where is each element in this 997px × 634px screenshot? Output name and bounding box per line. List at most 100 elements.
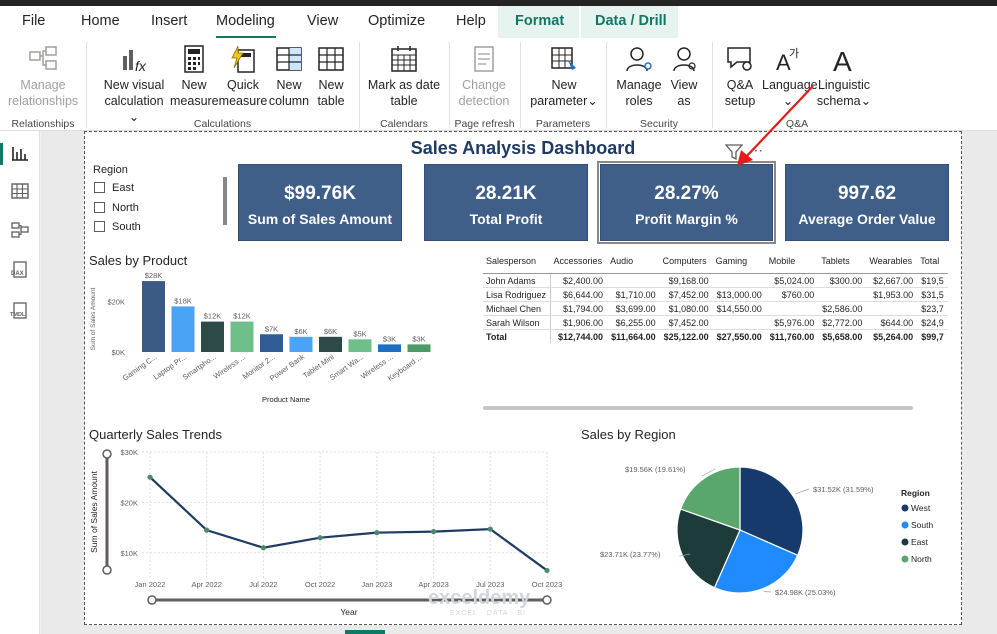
col-header[interactable]: Accessories (550, 253, 608, 274)
col-header[interactable]: Salesperson (483, 253, 551, 274)
linguistic-schema-button[interactable]: A Linguistic schema⌄ (814, 44, 874, 109)
quick-measure-button[interactable]: Quick measure (218, 44, 268, 109)
slider-handle[interactable] (542, 595, 552, 605)
bar[interactable] (289, 336, 313, 352)
kpi-card-profit[interactable]: 28.21K Total Profit (424, 164, 588, 241)
checkbox[interactable] (94, 202, 105, 213)
menu-data-drill[interactable]: Data / Drill (595, 13, 667, 29)
slicer-option-north[interactable]: North (94, 202, 139, 214)
kpi-card-avg-order[interactable]: 997.62 Average Order Value (785, 164, 949, 241)
pie-slice[interactable] (676, 508, 741, 589)
salesperson-matrix[interactable]: Salesperson Accessories Audio Computers … (483, 253, 948, 343)
bar[interactable] (319, 336, 342, 352)
data-point[interactable] (544, 567, 550, 574)
legend-item[interactable]: South (911, 520, 933, 530)
bar[interactable] (142, 281, 165, 352)
new-table-button[interactable]: New table (310, 44, 352, 109)
model-view-icon[interactable] (10, 220, 30, 240)
series-line[interactable] (149, 476, 548, 572)
change-detection-icon (474, 46, 494, 72)
kpi-card-sales[interactable]: $99.76K Sum of Sales Amount (238, 164, 402, 241)
slider-handle[interactable] (102, 565, 112, 575)
data-point[interactable] (204, 527, 210, 533)
col-header[interactable]: Gaming (712, 253, 766, 274)
checkbox[interactable] (94, 182, 105, 193)
table-row[interactable]: John Adams $2,400.00 $9,168.00 $5,024.00 $30… (483, 273, 948, 288)
menu-help[interactable]: Help (456, 13, 486, 29)
slicer-resize-handle[interactable] (223, 177, 227, 225)
menu-optimize[interactable]: Optimize (368, 13, 426, 29)
bar[interactable] (407, 344, 431, 352)
col-header[interactable]: Wearables (866, 253, 918, 274)
qa-setup-label-2: setup (724, 94, 756, 108)
data-point[interactable] (147, 474, 153, 480)
data-point[interactable] (430, 529, 437, 535)
col-header[interactable]: Total (917, 253, 948, 274)
slicer-option-south[interactable]: South (94, 221, 141, 233)
data-point[interactable] (260, 545, 267, 551)
new-parameter-button[interactable]: New parameter⌄ (526, 44, 602, 109)
col-header[interactable]: Tablets (818, 253, 867, 274)
manage-roles-button[interactable]: Manage roles (614, 44, 664, 109)
new-visual-calc-label-2: calculation ⌄ (100, 93, 168, 125)
more-options-icon[interactable]: ⋯ (749, 142, 763, 158)
table-cell: $24,9 (917, 315, 948, 330)
pie-slice[interactable] (679, 466, 741, 531)
slider-handle[interactable] (147, 595, 157, 605)
table-row[interactable]: Michael Chen $1,794.00 $3,699.00 $1,080.00 $… (483, 301, 948, 316)
legend-item[interactable]: East (911, 537, 929, 547)
kpi-card-profit-margin[interactable]: 28.27% Profit Margin % (597, 161, 776, 244)
new-column-button[interactable]: New column (268, 44, 310, 109)
sales-by-product-chart[interactable]: Sum of Sales Amount $0K $20K $28K Gaming C..… (85, 271, 465, 416)
manage-relationships-button[interactable]: Manage relationships (8, 44, 78, 109)
bar[interactable] (260, 334, 283, 352)
table-row[interactable]: Lisa Rodriguez $6,644.00 $1,710.00 $7,452.0… (483, 287, 948, 302)
bar[interactable] (171, 306, 195, 352)
tmdl-view-icon[interactable]: TMDL (10, 301, 30, 321)
checkbox[interactable] (94, 221, 105, 232)
view-as-button[interactable]: View as (664, 44, 704, 109)
slicer-option-east[interactable]: East (94, 182, 134, 194)
bar[interactable] (378, 344, 401, 352)
quarterly-sales-chart[interactable]: $10K $20K $30K Jan 2022 Apr 2022 Jul 2022 Oct … (85, 442, 565, 622)
new-visual-calculation-button[interactable]: fx New visual calculation ⌄ (100, 44, 168, 125)
mark-as-date-table-button[interactable]: Mark as date table (365, 44, 443, 109)
col-header[interactable]: Mobile (765, 253, 819, 274)
menu-home[interactable]: Home (81, 13, 120, 29)
table-cell: $99,7 (917, 329, 948, 343)
filter-icon[interactable] (725, 144, 743, 160)
table-total-row[interactable]: Total $12,744.00 $11,664.00 $25,122.00 $27,5… (483, 329, 948, 343)
menu-view[interactable]: View (307, 13, 339, 29)
change-detection-button[interactable]: Change detection (453, 44, 515, 109)
col-header[interactable]: Computers (659, 253, 713, 274)
bar[interactable] (348, 339, 372, 352)
x-tick-label: Oct 2022 (305, 580, 335, 589)
pie-slice[interactable] (713, 529, 799, 594)
menu-modeling[interactable]: Modeling (216, 13, 275, 29)
sales-by-product-title: Sales by Product (89, 253, 188, 268)
qa-setup-button[interactable]: Q&A setup (718, 44, 762, 109)
data-point[interactable] (317, 535, 323, 541)
data-point[interactable] (487, 526, 493, 532)
sales-by-region-chart[interactable]: $31.52K (31.59%) $24.98K (25.03%) $23.71K … (585, 442, 955, 607)
new-measure-button[interactable]: New measure (170, 44, 219, 109)
page-tab-indicator[interactable] (345, 630, 385, 634)
dax-query-view-icon[interactable]: DAX (10, 260, 30, 280)
table-view-icon[interactable] (10, 181, 30, 201)
bar[interactable] (201, 321, 224, 352)
bar[interactable] (230, 321, 254, 352)
slider-handle[interactable] (102, 449, 112, 459)
legend-item[interactable]: West (911, 503, 931, 513)
table-row[interactable]: Sarah Wilson $1,906.00 $6,255.00 $7,452.00 $… (483, 315, 948, 330)
svg-text:A: A (776, 50, 791, 74)
matrix-horizontal-scrollbar[interactable] (483, 406, 913, 410)
menu-insert[interactable]: Insert (151, 13, 188, 29)
menu-format[interactable]: Format (515, 13, 565, 29)
report-view-icon[interactable] (10, 143, 30, 163)
legend-item[interactable]: North (911, 554, 932, 564)
data-point[interactable] (374, 530, 380, 536)
col-header[interactable]: Audio (607, 253, 660, 274)
pie-slice[interactable] (739, 466, 804, 557)
menu-file[interactable]: File (22, 13, 46, 29)
